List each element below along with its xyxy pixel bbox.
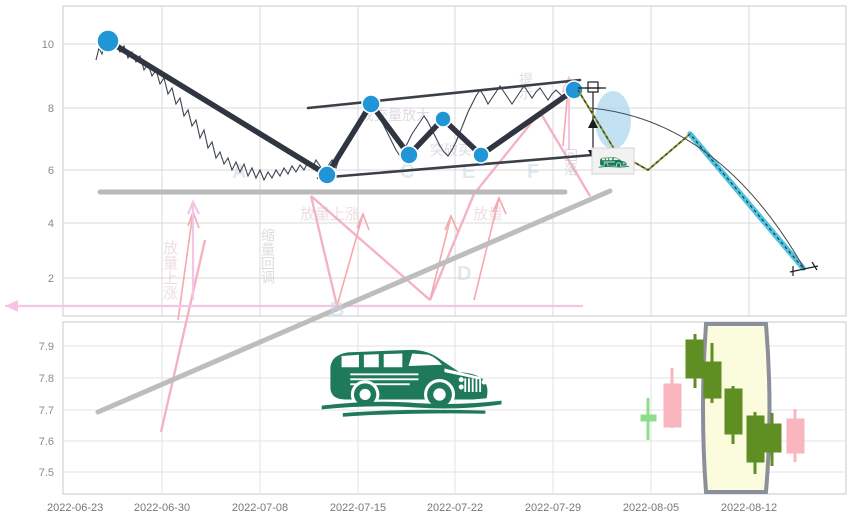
channel-lower-line[interactable] (316, 153, 594, 180)
x-tick: 2022-08-12 (721, 502, 777, 514)
x-tick: 2022-07-29 (525, 502, 581, 514)
pivot-node[interactable] (434, 110, 452, 128)
candle[interactable] (724, 386, 743, 444)
jeep-icon (598, 157, 630, 168)
cn-note-falling-back: 回落 (562, 148, 578, 176)
cn-note-volume-up-2: 放量上涨 (300, 205, 360, 223)
cn-note-volume: 放量 (473, 205, 503, 223)
highlight-ellipse (595, 91, 631, 149)
y-tick: 7.8 (39, 373, 54, 385)
price-y-axis: 10 8 6 4 2 (42, 39, 54, 285)
gray-support-lines (95, 188, 613, 415)
forecast-zigzag-dashes (577, 89, 804, 269)
downtrend-line[interactable] (107, 39, 332, 179)
pivot-node[interactable] (96, 29, 120, 53)
pivot-node[interactable] (317, 165, 337, 185)
cn-note-volume-up-1: 放量上涨 (161, 240, 179, 300)
pivot-letter-b: B (330, 299, 344, 321)
tooltip-box[interactable] (591, 147, 635, 175)
y-tick: 7.7 (39, 405, 54, 417)
y-tick: 7.6 (39, 436, 54, 448)
y-tick: 10 (42, 39, 54, 51)
arc-curve (589, 107, 806, 271)
pivot-zigzag[interactable] (324, 87, 577, 178)
x-tick: 2022-07-22 (427, 502, 483, 514)
pivot-node[interactable] (564, 80, 584, 100)
candle-y-axis: 7.9 7.8 7.7 7.6 7.5 (39, 341, 54, 479)
channel-upper-line[interactable] (306, 78, 582, 110)
pivot-letter-f: F (527, 161, 539, 183)
pivot-letter-watermarks: A B C D E F (232, 161, 539, 321)
candle[interactable] (763, 413, 782, 466)
x-tick: 2022-07-15 (330, 502, 386, 514)
x-tick: 2022-06-23 (47, 502, 103, 514)
y-tick: 2 (48, 273, 54, 285)
candle[interactable] (786, 409, 805, 462)
pivot-node[interactable] (472, 146, 490, 164)
candle[interactable] (685, 334, 704, 388)
candles[interactable] (640, 334, 805, 474)
forecast-end-marker (789, 261, 819, 276)
candle[interactable] (640, 398, 657, 440)
candle[interactable] (746, 412, 765, 474)
candle[interactable] (663, 368, 682, 428)
x-tick: 2022-08-05 (623, 502, 679, 514)
x-tick: 2022-06-30 (134, 502, 190, 514)
x-tick: 2022-07-08 (232, 502, 288, 514)
pivot-node[interactable] (361, 94, 381, 114)
cn-note-shrink-pullback: 缩量回调 (259, 228, 275, 284)
y-tick: 6 (48, 165, 54, 177)
pivot-nodes[interactable] (96, 29, 584, 185)
y-tick: 7.9 (39, 341, 54, 353)
y-tick: 8 (48, 103, 54, 115)
pivot-node[interactable] (399, 145, 419, 165)
pivot-letter-d: D (457, 263, 471, 285)
candle[interactable] (703, 343, 722, 403)
y-tick: 4 (48, 218, 54, 230)
pivot-letter-c: C (400, 161, 414, 183)
y-tick: 7.5 (39, 467, 54, 479)
pink-annotation-arrows (159, 75, 592, 433)
x-axis: 2022-06-23 2022-06-30 2022-07-08 2022-07… (47, 502, 777, 514)
jeep-logo-icon (321, 349, 502, 417)
